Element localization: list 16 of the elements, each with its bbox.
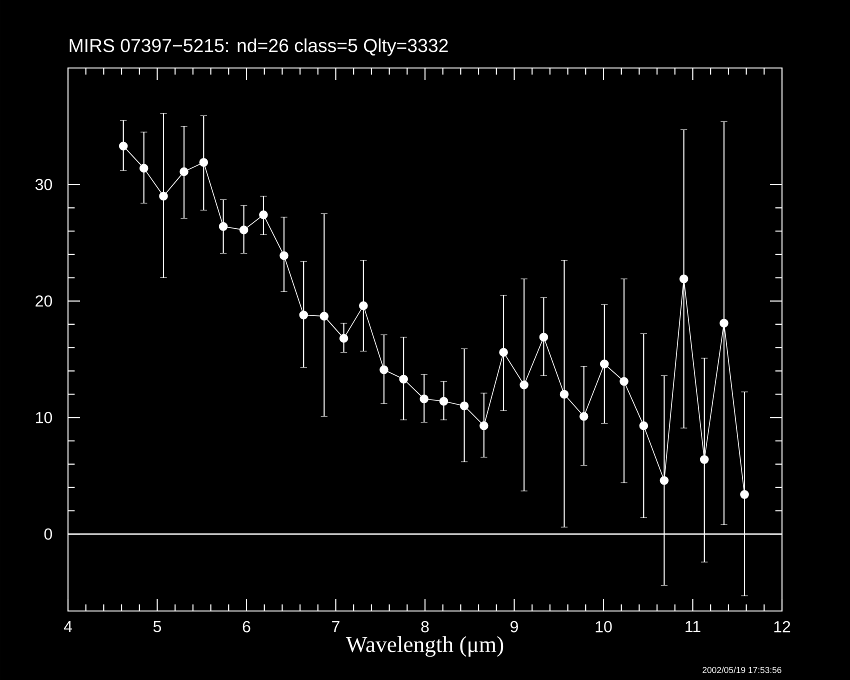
- x-tick-label: 7: [332, 621, 340, 632]
- x-tick-label: 12: [774, 621, 790, 632]
- x-tick-label: 10: [596, 621, 612, 632]
- x-tick-label: 5: [153, 621, 162, 632]
- x-tick-label: 6: [242, 621, 250, 632]
- x-tick-label: 11: [686, 621, 700, 632]
- x-tick-label: 4: [64, 621, 72, 632]
- y-tick-label: 30: [35, 178, 52, 190]
- x-axis-title: Wavelength (μm): [346, 636, 504, 657]
- x-tick-label: 9: [510, 621, 518, 632]
- y-tick-label: 20: [36, 295, 52, 307]
- y-tick-label: 10: [36, 412, 52, 424]
- x-tick-label: 8: [421, 621, 429, 632]
- text: 2002/05/19 17:53:56: [702, 666, 782, 674]
- chart-title: MIRS 07397−5215: nd=26 class=5 Qlty=3332: [70, 38, 448, 56]
- y-tick-label: 0: [44, 528, 52, 540]
